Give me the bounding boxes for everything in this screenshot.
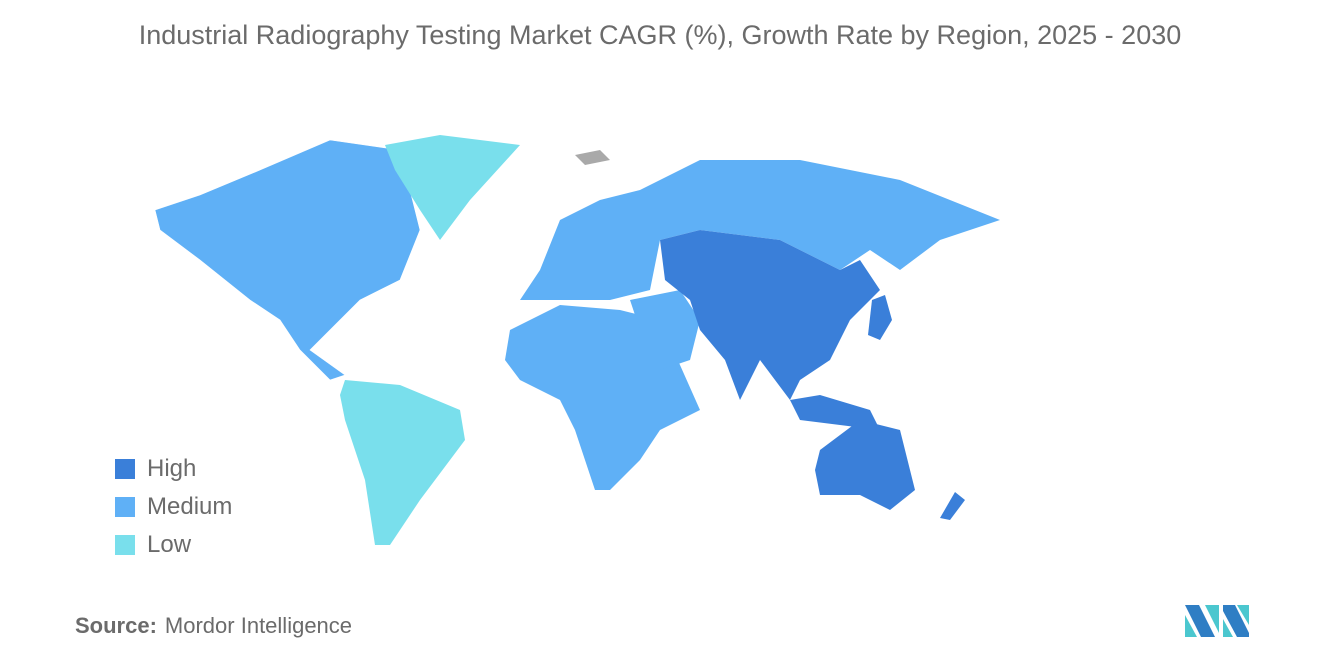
source: Source: Mordor Intelligence — [75, 613, 352, 639]
legend-item-high: High — [115, 450, 232, 488]
region-japan — [868, 295, 892, 340]
legend-item-low: Low — [115, 526, 232, 564]
source-label: Source: — [75, 613, 157, 638]
region-southeast-asia — [790, 395, 880, 430]
region-asia — [660, 230, 880, 400]
legend-swatch — [115, 459, 135, 479]
legend-swatch — [115, 497, 135, 517]
region-greenland — [385, 135, 520, 240]
region-europe-russia — [520, 160, 1000, 300]
legend-label: Low — [147, 531, 192, 558]
region-south-america — [340, 380, 465, 545]
region-australia — [815, 420, 915, 510]
legend-label: Medium — [147, 493, 233, 520]
legend-item-medium: Medium — [115, 488, 232, 526]
legend: High Medium Low — [115, 450, 232, 564]
region-north-america — [154, 139, 421, 381]
source-value: Mordor Intelligence — [164, 613, 353, 638]
legend-label: High — [147, 455, 197, 482]
legend-swatch — [115, 535, 135, 555]
region-middle-east — [630, 290, 700, 370]
region-svalbard — [575, 150, 610, 165]
region-new-zealand — [940, 492, 965, 520]
mordor-logo-icon — [1185, 605, 1249, 637]
page-title: Industrial Radiography Testing Market CA… — [138, 20, 1182, 50]
